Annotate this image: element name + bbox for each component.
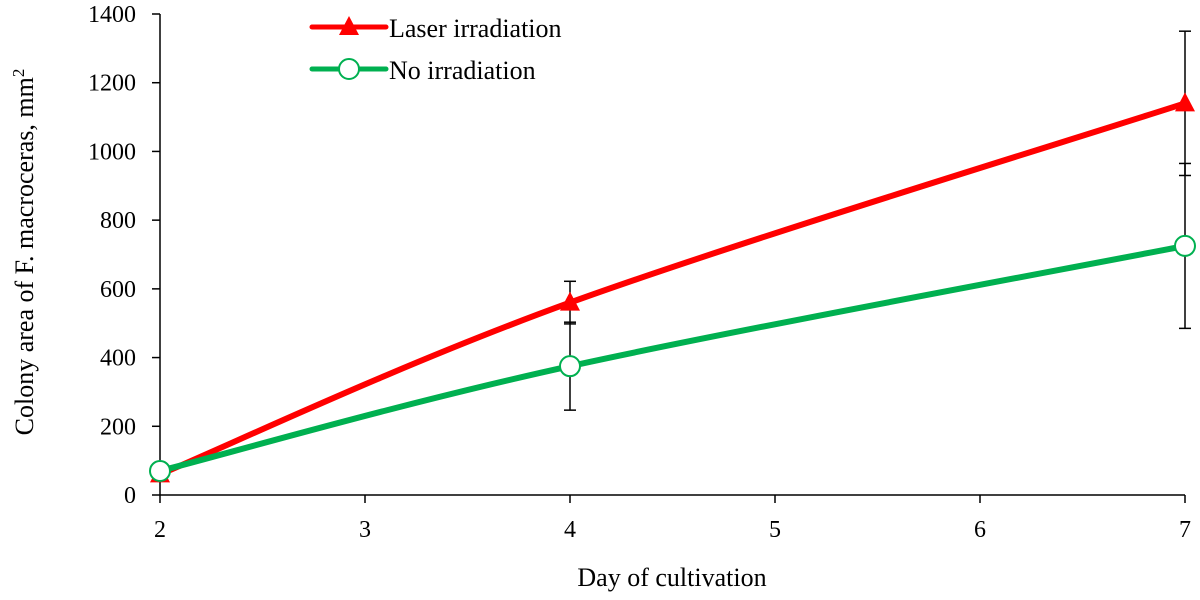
data-point-circle: [559, 355, 581, 378]
x-axis-title: Day of cultivation: [577, 563, 766, 592]
y-tick-label: 0: [124, 483, 136, 509]
y-tick-label: 800: [100, 208, 136, 234]
axes: 0 200 400 600 800 1000 1200 1400 2 3 4 5 6 7: [88, 2, 1191, 543]
x-axis-ticks: 2 3 4 5 6 7: [154, 495, 1191, 543]
y-axis-title: Colony area of F. macroceras, mm2: [9, 69, 39, 436]
x-tick-label: 4: [564, 517, 576, 543]
y-tick-label: 1200: [88, 71, 136, 97]
x-tick-label: 7: [1179, 517, 1191, 543]
legend-circle-icon: [338, 58, 360, 80]
series-line-1: [157, 242, 1188, 474]
legend: Laser irradiation No irradiation: [309, 14, 562, 85]
x-tick-label: 6: [974, 517, 986, 543]
data-point-circle: [149, 459, 171, 482]
y-axis-ticks: 0 200 400 600 800 1000 1200 1400: [88, 2, 160, 509]
series-line-0: [157, 100, 1188, 478]
legend-label-no-irradiation: No irradiation: [389, 56, 536, 85]
y-axis-title-superscript: 2: [9, 69, 28, 78]
legend-triangle-icon: [339, 16, 359, 35]
error-bars: [154, 30, 1191, 481]
legend-item-laser: Laser irradiation: [309, 14, 562, 43]
plot-series: [149, 30, 1196, 483]
legend-item-no-irradiation: No irradiation: [309, 56, 536, 85]
y-tick-label: 200: [100, 414, 136, 440]
y-axis-title-text: Colony area of F. macroceras, mm: [10, 77, 39, 435]
series-lines: [157, 100, 1188, 478]
y-tick-label: 1400: [88, 2, 136, 28]
y-tick-label: 600: [100, 277, 136, 303]
x-tick-label: 2: [154, 517, 166, 543]
legend-label-laser: Laser irradiation: [389, 14, 562, 43]
y-tick-label: 400: [100, 346, 136, 372]
data-point-triangle: [560, 291, 580, 311]
x-tick-label: 5: [769, 517, 781, 543]
y-tick-label: 1000: [88, 139, 136, 165]
data-point-triangle: [1175, 92, 1195, 112]
x-tick-label: 3: [359, 517, 371, 543]
series-markers: [149, 92, 1196, 483]
data-point-circle: [1174, 234, 1196, 257]
